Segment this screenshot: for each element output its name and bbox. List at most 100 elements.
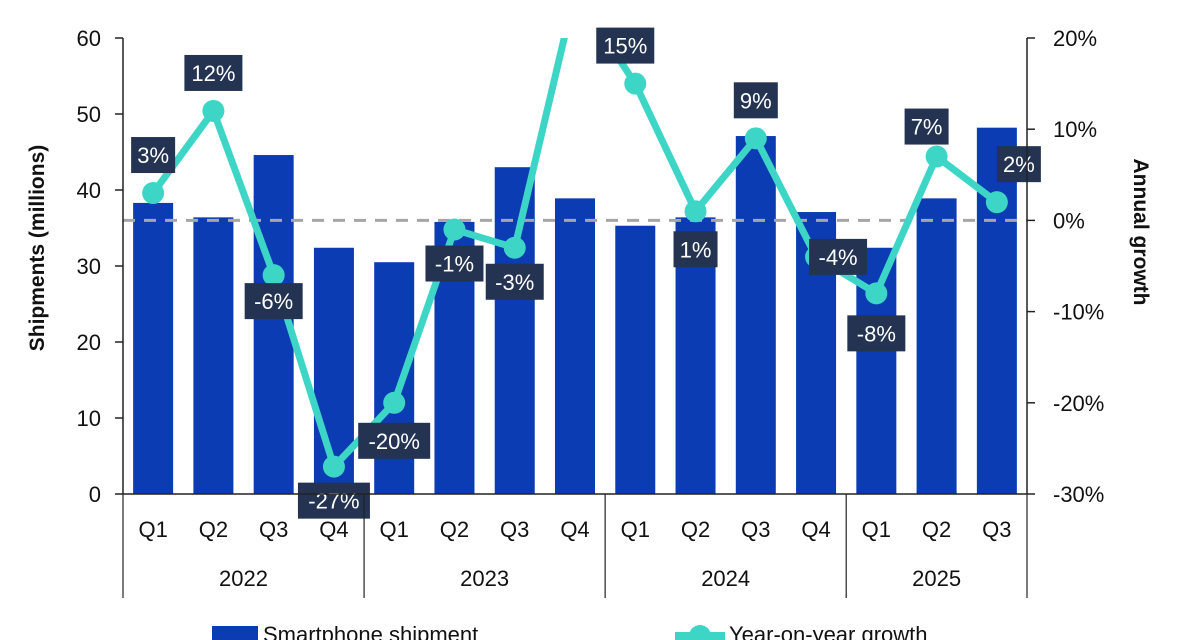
x-tick-label: Q3 [500,517,529,542]
data-label-text: -20% [369,429,420,454]
data-label: -8% [847,315,906,352]
data-label: 3% [131,137,176,174]
y-tick-label: 40 [77,178,101,203]
y-tick-label: 0 [89,482,101,507]
x-tick-label: Q1 [621,517,650,542]
data-labels: 3% 12% -6% -27% -20% -1% -3% 15% 1% 9% -4% -8% 7% 2% [131,27,1041,519]
bar [976,127,1017,495]
y-tick-label: 10 [77,406,101,431]
y-tick-label: 50 [77,102,101,127]
data-label-bg [485,263,544,300]
legend-label-growth: Year-on-year growth [729,622,928,640]
y2-tick-label: -10% [1053,300,1104,325]
growth-point [383,391,406,414]
x-tick-label: Q2 [199,517,228,542]
data-label-bg [673,231,718,268]
y-tick-label: 60 [77,26,101,51]
bar [735,136,776,495]
data-label-bg [425,245,484,282]
growth-point [925,145,948,168]
x-tick-label: Q2 [922,517,951,542]
growth-point [624,72,647,95]
data-label: 9% [733,82,778,119]
x-group-label: 2022 [219,566,268,591]
bar [916,198,957,495]
y2-tick-label: 20% [1053,26,1097,51]
data-label: -20% [358,422,431,459]
y2-tick-label: -20% [1053,391,1104,416]
growth-point [443,218,466,241]
y-tick-label: 30 [77,254,101,279]
y2-tick-label: -30% [1053,482,1104,507]
data-label-bg [733,82,778,119]
x-tick-label: Q3 [982,517,1011,542]
data-label: -6% [244,283,303,320]
x-tick-label: Q1 [138,517,167,542]
data-label-bg [184,54,243,91]
data-label: 7% [904,108,949,145]
growth-point [865,282,888,305]
x-group-label: 2025 [912,566,961,591]
data-label-text: 3% [137,143,169,168]
bar [615,225,656,494]
growth-point [202,99,225,122]
data-label: 15% [596,27,655,64]
growth-point [985,191,1008,214]
data-label-text: 1% [680,237,712,262]
x-tick-label: Q1 [380,517,409,542]
data-label-text: 12% [191,61,235,86]
data-label-text: -27% [308,489,359,514]
y2-tick-label: 0% [1053,208,1085,233]
y2-tick-label: 10% [1053,117,1097,142]
data-label-text: 9% [740,88,772,113]
bar [193,217,234,495]
x-tick-label: Q4 [319,517,348,542]
data-label-bg [904,108,949,145]
data-label: -27% [297,482,370,519]
axes: 0 10 20 30 40 50 60 -30% -20% -10% 0% 10% 20% Q1 Q2 Q3 Q… [77,26,1104,598]
data-label-bg [809,238,868,275]
growth-line-path [150,38,999,474]
data-label-text: 15% [603,34,647,59]
growth-point [684,200,707,223]
data-label: 1% [673,231,718,268]
data-label: 12% [184,54,243,91]
bar [374,262,415,494]
x-tick-label: Q4 [560,517,589,542]
data-label-bg [131,137,176,174]
y2-axis-title: Annual growth [1129,159,1152,306]
data-label-text: -1% [435,252,474,277]
x-tick-label: Q4 [801,517,830,542]
data-label-bg [358,422,431,459]
legend-marker-growth [689,625,711,640]
x-tick-label: Q3 [741,517,770,542]
data-label-text: -4% [819,245,858,270]
legend-label-shipment: Smartphone shipment [263,622,478,640]
bar [494,167,535,494]
data-label: -3% [485,263,544,300]
x-group-label: 2024 [701,566,750,591]
data-label-text: -8% [857,321,896,346]
data-label-bg [297,482,370,519]
data-label-bg [996,146,1041,183]
growth-point [262,264,285,287]
x-tick-label: Q2 [440,517,469,542]
data-label-bg [847,315,906,352]
data-label-text: -6% [254,289,293,314]
data-label: -4% [809,238,868,275]
growth-point [322,455,345,478]
data-label-text: 7% [911,115,943,140]
x-group-label: 2023 [460,566,509,591]
x-tick-label: Q3 [259,517,288,542]
data-label-text: 2% [1003,152,1035,177]
growth-point [142,182,165,205]
data-label-text: -3% [495,270,534,295]
data-label-bg [244,283,303,320]
y-tick-label: 20 [77,330,101,355]
bar [133,202,174,495]
data-label: -1% [425,245,484,282]
data-label-bg [596,27,655,64]
x-tick-label: Q1 [862,517,891,542]
legend: Smartphone shipment Year-on-year growth [212,622,928,640]
